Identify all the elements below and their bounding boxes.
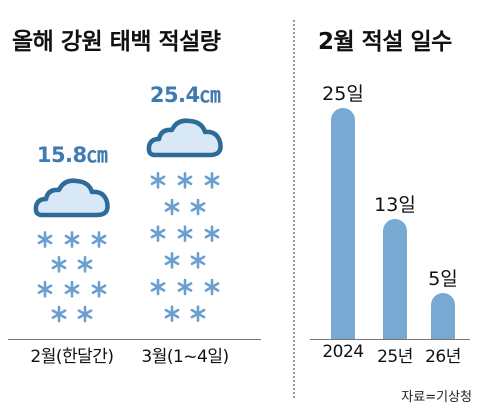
snow-days-bar [431,292,455,339]
snowflake-icon [64,231,80,249]
snow-days-value-label: 25일 [322,83,364,105]
snow-days-chart-title: 2월 적설 일수 [318,29,452,55]
snowflake-icon [190,198,206,216]
snowflake-icon [64,281,80,298]
snowfall-chart-title: 올해 강원 태백 적설량 [12,29,221,55]
cloud-icon [33,178,110,218]
snowflake-icon [204,278,220,296]
snowflake-icon [190,305,206,322]
snowflake-icon [164,305,180,322]
snowfall-snowflakes [37,231,107,323]
snowflake-icon [91,281,107,298]
snow-days-value-label: 5일 [428,267,458,290]
snowflake-icon [177,225,193,242]
snowfall-category-label: 2월(한달간) [30,347,114,367]
snow-days-bar [331,108,355,339]
snow-days-bar [383,218,407,339]
snowfall-snowflakes [150,172,220,322]
snowflake-icon [37,231,53,249]
snowflake-icon [150,278,166,296]
snowflake-icon [164,252,180,269]
snowflake-icon [37,281,53,298]
snowflake-icon [51,306,67,323]
snowflake-icon [77,306,93,323]
snowflake-icon [177,278,193,296]
snow-days-value-label: 13일 [374,193,416,216]
snowflake-icon [150,172,166,189]
snowflake-icon [164,198,180,216]
snowfall-category-label: 3월(1~4일) [141,347,229,367]
snowflake-icon [190,252,206,269]
panel-divider [293,20,295,398]
snowflake-icon [91,231,107,249]
snow-days-category-label: 2024 [322,342,364,362]
snowflake-icon [177,172,193,189]
snowflake-icon [51,256,67,274]
snowfall-value-label: 25.4㎝ [149,83,221,107]
cloud-icon [146,118,223,158]
snowflake-icon [77,256,93,274]
source-note: 자료=기상청 [401,390,472,405]
snow-days-baseline [310,339,470,340]
snowfall-baseline [8,339,261,340]
snow-days-category-label: 26년 [425,347,461,367]
snowfall-value-label: 15.8㎝ [36,143,108,168]
snow-days-category-label: 25년 [377,347,413,367]
snowflake-icon [150,225,166,242]
snowflake-icon [204,225,220,242]
snowflake-icon [204,172,220,189]
